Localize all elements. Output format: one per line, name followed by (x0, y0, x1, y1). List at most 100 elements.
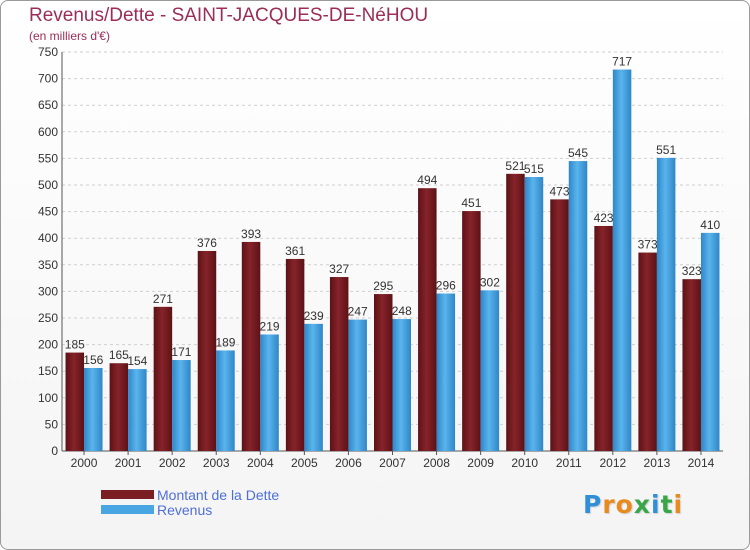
bar-revenus (436, 293, 456, 451)
y-tick-label: 700 (38, 72, 58, 86)
x-tick-label: 2010 (511, 456, 538, 470)
bar-revenus (304, 323, 323, 451)
data-label: 423 (594, 211, 614, 225)
y-tick-label: 200 (38, 338, 58, 352)
y-tick-label: 250 (38, 311, 58, 325)
data-label: 323 (682, 264, 702, 278)
y-tick-label: 100 (38, 391, 58, 405)
data-label: 248 (392, 304, 412, 318)
y-tick-label: 550 (38, 151, 58, 165)
y-tick-label: 500 (38, 178, 58, 192)
bar-revenus (568, 161, 588, 451)
bar-dette (109, 363, 129, 451)
data-label: 521 (505, 159, 525, 173)
data-label: 327 (329, 262, 349, 276)
x-tick-label: 2002 (159, 456, 186, 470)
data-label: 393 (241, 227, 261, 241)
bar-dette (329, 277, 349, 451)
data-label: 171 (171, 345, 191, 359)
legend: Montant de la Dette Revenus (101, 486, 280, 518)
chart-title: Revenus/Dette - SAINT-JACQUES-DE-NéHOU (29, 5, 429, 26)
bar-dette (550, 199, 569, 451)
y-tick-label: 300 (38, 284, 58, 298)
bar-revenus (84, 368, 103, 451)
data-label: 451 (461, 196, 481, 210)
data-label: 361 (285, 244, 305, 258)
data-label: 219 (260, 319, 280, 333)
proxiti-logo: Proxiti (583, 490, 684, 519)
x-tick-label: 2012 (599, 456, 626, 470)
y-tick-label: 50 (45, 417, 59, 431)
y-tick-label: 600 (38, 125, 58, 139)
data-label: 271 (153, 292, 173, 306)
x-tick-label: 2000 (71, 456, 98, 470)
data-label: 551 (656, 143, 676, 157)
x-tick-label: 2006 (335, 456, 362, 470)
data-label: 296 (436, 279, 456, 293)
data-label: 302 (480, 275, 500, 289)
y-tick-label: 150 (38, 364, 58, 378)
bar-revenus (656, 157, 676, 452)
x-tick-label: 2007 (379, 456, 406, 470)
chart-subtitle: (en milliers d'€) (29, 29, 110, 43)
bar-revenus (700, 232, 720, 451)
legend-swatch-dette (101, 490, 154, 499)
legend-label-revenus: Revenus (157, 501, 213, 518)
bar-dette (241, 241, 261, 451)
bar-revenus (260, 334, 279, 451)
bar-dette (418, 188, 437, 451)
x-tick-label: 2003 (203, 456, 230, 470)
y-tick-label: 750 (38, 45, 58, 59)
data-label: 165 (109, 348, 129, 362)
bar-revenus (348, 319, 367, 451)
bar-dette (153, 306, 173, 451)
x-tick-label: 2008 (423, 456, 450, 470)
y-tick-label: 450 (38, 205, 58, 219)
legend-swatch-revenus (101, 505, 154, 514)
bar-dette (638, 252, 657, 451)
legend-item-revenus: Revenus (101, 501, 279, 518)
bar-revenus (392, 319, 411, 451)
data-label: 545 (568, 146, 588, 160)
data-label: 189 (215, 335, 235, 349)
bar-revenus (524, 177, 544, 451)
y-tick-label: 0 (51, 444, 58, 458)
x-tick-label: 2009 (467, 456, 494, 470)
data-label: 410 (700, 218, 720, 232)
data-label: 185 (65, 338, 85, 352)
data-label: 247 (348, 305, 368, 319)
data-label: 494 (417, 173, 437, 187)
bar-dette (65, 352, 85, 451)
y-tick-label: 400 (38, 231, 58, 245)
data-label: 515 (524, 162, 544, 176)
x-tick-label: 2001 (115, 456, 142, 470)
data-label: 376 (197, 236, 217, 250)
y-tick-label: 650 (38, 98, 58, 112)
x-tick-label: 2014 (688, 456, 715, 470)
bar-revenus (172, 360, 191, 451)
x-tick-label: 2011 (556, 456, 582, 470)
bar-dette (285, 258, 305, 451)
data-label: 295 (373, 279, 393, 293)
bar-dette (197, 250, 217, 451)
data-label: 473 (550, 184, 570, 198)
bar-revenus (612, 69, 632, 451)
bar-dette (506, 173, 525, 451)
bar-dette (594, 225, 613, 451)
legend-label-dette: Montant de la Dette (157, 486, 280, 503)
data-label: 156 (83, 353, 103, 367)
bar-dette (682, 279, 701, 451)
data-label: 154 (127, 354, 147, 368)
bar-revenus (216, 350, 235, 451)
x-tick-label: 2004 (247, 456, 274, 470)
x-tick-label: 2005 (291, 456, 318, 470)
x-tick-label: 2013 (644, 456, 671, 470)
bar-revenus (480, 290, 500, 451)
data-label: 373 (638, 238, 658, 252)
y-tick-label: 350 (38, 258, 58, 272)
bar-revenus (128, 369, 147, 451)
legend-item-dette: Montant de la Dette (101, 486, 280, 503)
data-label: 717 (612, 55, 632, 69)
